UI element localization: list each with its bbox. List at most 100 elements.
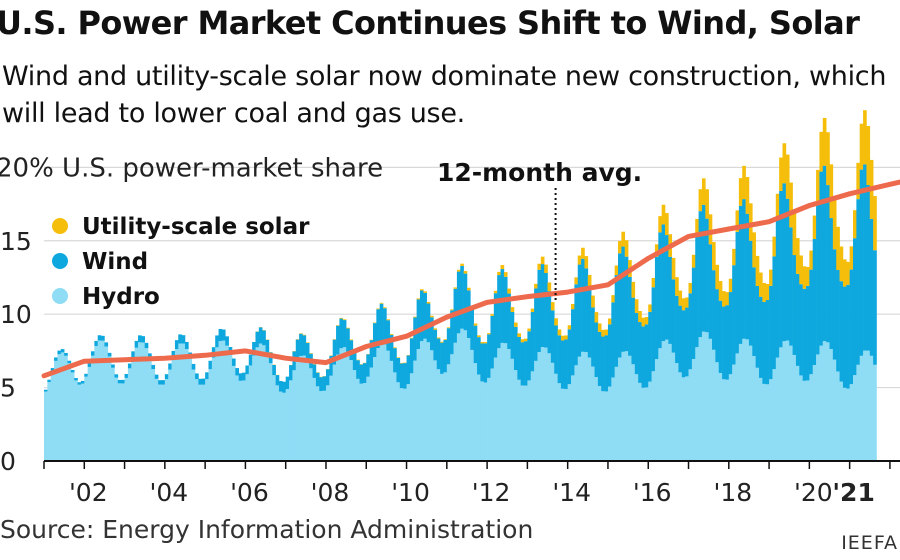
- wind-bar: [581, 258, 585, 352]
- hydro-bar: [87, 366, 92, 461]
- hydro-bar: [221, 340, 226, 461]
- wind-bar: [470, 309, 474, 350]
- wind-bar: [208, 360, 213, 370]
- solar-bar: [581, 247, 585, 259]
- wind-bar: [584, 268, 589, 353]
- wind-bar: [493, 293, 498, 358]
- wind-bar: [651, 287, 656, 372]
- hydro-bar: [772, 369, 777, 461]
- hydro-bar: [738, 343, 743, 461]
- solar-bar: [816, 169, 820, 201]
- wind-bar: [195, 373, 199, 380]
- solar-bar: [792, 213, 797, 256]
- wind-bar: [430, 317, 434, 351]
- hydro-bar: [755, 367, 760, 461]
- wind-bar: [732, 265, 736, 365]
- solar-bar: [759, 272, 763, 297]
- solar-bar: [524, 338, 528, 342]
- x-tick-label: '18: [713, 478, 752, 507]
- solar-bar: [802, 266, 807, 289]
- solar-bar: [540, 256, 545, 265]
- wind-bar: [849, 269, 854, 385]
- wind-bar: [231, 358, 236, 366]
- solar-bar: [863, 110, 867, 165]
- solar-bar: [715, 264, 720, 290]
- solar-bar: [346, 327, 350, 329]
- solar-bar: [681, 298, 686, 311]
- wind-bar: [631, 297, 636, 365]
- wind-bar: [131, 351, 135, 358]
- hydro-bar: [802, 380, 807, 461]
- solar-bar: [507, 288, 511, 294]
- solar-bar: [446, 327, 451, 329]
- solar-bar: [490, 314, 495, 316]
- wind-bar: [312, 364, 317, 378]
- wind-bar: [426, 303, 431, 343]
- hydro-bar: [60, 352, 65, 461]
- hydro-bar: [97, 340, 102, 461]
- hydro-bar: [117, 383, 122, 461]
- wind-bar: [393, 348, 397, 373]
- wind-bar: [104, 342, 109, 347]
- y-tick-label: 10: [0, 300, 32, 329]
- hydro-bar: [57, 354, 62, 461]
- wind-bar: [671, 279, 676, 353]
- hydro-bar: [54, 360, 58, 461]
- hydro-bar: [356, 378, 360, 461]
- wind-bar: [285, 376, 290, 390]
- wind-bar: [114, 374, 119, 378]
- wind-bar: [628, 276, 632, 356]
- hydro-bar: [393, 372, 397, 461]
- solar-bar: [661, 204, 666, 225]
- hydro-bar: [849, 384, 854, 461]
- hydro-bar: [352, 370, 357, 461]
- hydro-bar: [339, 348, 344, 461]
- hydro-bar: [195, 379, 199, 461]
- solar-bar: [554, 318, 558, 326]
- hydro-bar: [809, 374, 814, 461]
- solar-bar: [853, 210, 857, 239]
- hydro-bar: [278, 391, 283, 461]
- hydro-bar: [362, 383, 367, 461]
- solar-bar: [718, 281, 723, 301]
- hydro-bar: [218, 341, 223, 461]
- wind-bar: [832, 249, 837, 360]
- wind-bar: [695, 235, 699, 348]
- solar-bar: [349, 339, 354, 341]
- hydro-bar: [769, 379, 773, 461]
- hydro-bar: [530, 371, 535, 461]
- hydro-bar: [265, 352, 270, 461]
- wind-bar: [436, 338, 441, 370]
- hydro-bar: [675, 363, 679, 461]
- hydro-bar: [584, 352, 589, 461]
- hydro-bar: [201, 384, 206, 461]
- hydro-bar: [191, 369, 196, 461]
- wind-bar: [742, 199, 746, 339]
- wind-bar: [198, 378, 203, 385]
- wind-bar: [282, 381, 286, 393]
- hydro-bar: [712, 349, 716, 461]
- x-tick-label: '04: [150, 478, 189, 507]
- y-axis-label: 20% U.S. power-market share: [0, 153, 383, 183]
- hydro-bar: [168, 369, 172, 461]
- wind-bar: [644, 324, 649, 388]
- hydro-bar: [252, 355, 256, 461]
- solar-bar: [436, 337, 441, 339]
- hydro-bar: [618, 357, 622, 461]
- solar-bar: [738, 178, 743, 206]
- hydro-bar: [181, 343, 186, 461]
- wind-bar: [101, 335, 105, 341]
- wind-bar: [802, 288, 807, 381]
- hydro-bar: [560, 388, 565, 461]
- source-note: Source: Energy Information Administratio…: [0, 515, 534, 544]
- solar-bar: [534, 283, 538, 289]
- wind-bar: [413, 317, 417, 361]
- wind-bar: [678, 305, 683, 373]
- wind-bar: [513, 326, 518, 371]
- solar-bar: [430, 315, 434, 318]
- wind-bar: [178, 334, 182, 344]
- hydro-bar: [336, 354, 340, 461]
- hydro-bar: [853, 375, 857, 461]
- wind-bar: [524, 341, 528, 386]
- hydro-bar: [493, 357, 498, 461]
